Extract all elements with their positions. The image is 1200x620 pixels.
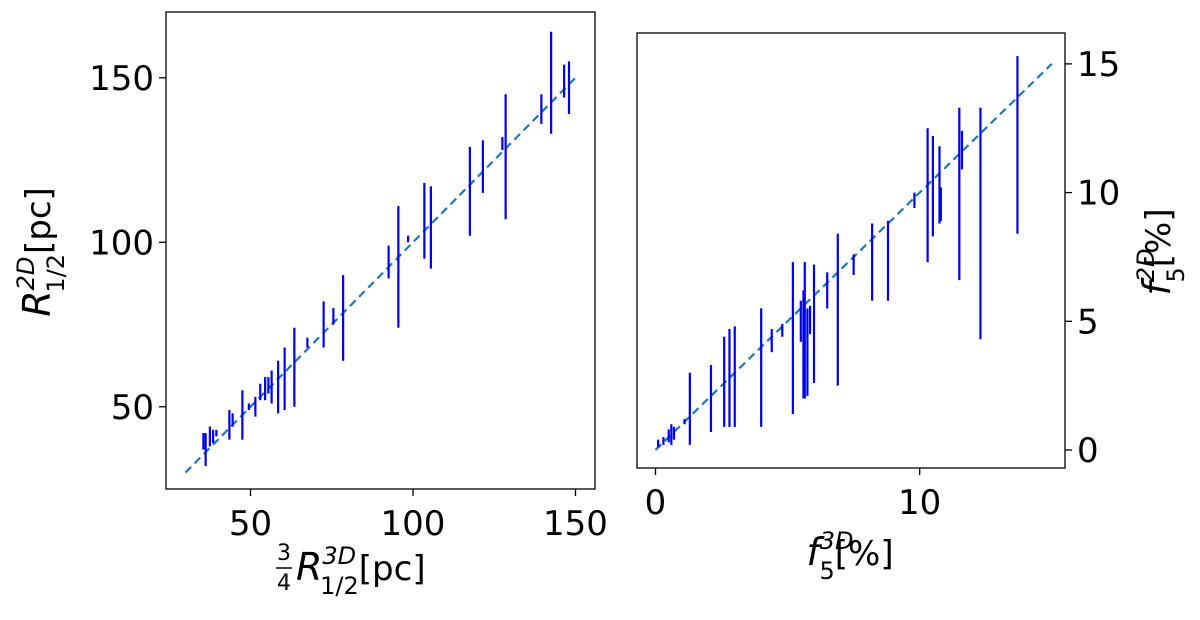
left-plot-frame bbox=[165, 11, 596, 490]
right-plot-frame bbox=[636, 32, 1066, 469]
right-y-tick-label: 15 bbox=[1077, 45, 1120, 85]
right-x-axis-label: f3D 5[%] bbox=[806, 527, 893, 585]
right-chart: 0 10 0 5 10 15 f2D5[%] f3D 5[%] bbox=[636, 32, 1190, 585]
left-x-label-frac-den: 4 bbox=[277, 571, 291, 596]
left-x-tick-label: 50 bbox=[229, 504, 272, 544]
left-axis-ticks: 50 100 150 50 100 150 bbox=[89, 59, 608, 544]
right-y-tick-label: 0 bbox=[1077, 431, 1099, 471]
right-y-axis-label: f2D5[%] bbox=[1132, 208, 1190, 295]
left-plot-area bbox=[184, 31, 577, 474]
left-reference-line bbox=[184, 77, 577, 474]
left-x-label-main: R3D 1/2[pc] bbox=[296, 542, 426, 600]
right-y-tick-label: 5 bbox=[1077, 302, 1099, 342]
left-chart: 50 100 150 50 100 150 R2D1/2[pc] 3 4 R3D 1/2[p… bbox=[12, 11, 608, 600]
right-x-tick-label: 10 bbox=[898, 483, 941, 523]
right-plot-area bbox=[654, 56, 1053, 451]
left-y-tick-label: 50 bbox=[111, 388, 154, 428]
right-y-tick-label: 10 bbox=[1077, 174, 1120, 214]
left-x-axis-label: 3 4 R3D 1/2[pc] bbox=[276, 541, 426, 600]
left-x-tick-label: 100 bbox=[381, 504, 446, 544]
left-y-tick-label: 150 bbox=[89, 59, 154, 99]
left-x-tick-label: 150 bbox=[543, 504, 608, 544]
right-x-tick-label: 0 bbox=[645, 483, 667, 523]
left-y-axis-label: R2D1/2[pc] bbox=[12, 187, 70, 317]
left-x-label-frac-num: 3 bbox=[277, 541, 291, 566]
right-axis-ticks: 0 10 0 5 10 15 bbox=[645, 45, 1121, 523]
left-y-tick-label: 100 bbox=[89, 223, 154, 263]
